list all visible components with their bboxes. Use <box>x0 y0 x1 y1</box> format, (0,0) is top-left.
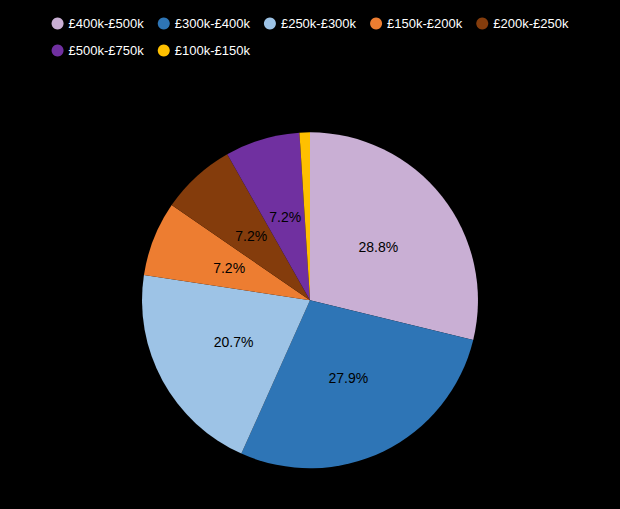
svg-text:7.2%: 7.2% <box>213 260 245 276</box>
svg-text:20.7%: 20.7% <box>214 334 254 350</box>
svg-text:27.9%: 27.9% <box>328 370 368 386</box>
svg-text:7.2%: 7.2% <box>269 209 301 225</box>
svg-text:£100k-£150k: £100k-£150k <box>175 43 251 58</box>
svg-text:£150k-£200k: £150k-£200k <box>387 16 463 31</box>
svg-text:£400k-£500k: £400k-£500k <box>69 16 145 31</box>
svg-text:£250k-£300k: £250k-£300k <box>281 16 357 31</box>
svg-text:£500k-£750k: £500k-£750k <box>69 43 145 58</box>
svg-text:£200k-£250k: £200k-£250k <box>493 16 569 31</box>
svg-text:28.8%: 28.8% <box>359 239 399 255</box>
svg-text:£300k-£400k: £300k-£400k <box>175 16 251 31</box>
svg-text:7.2%: 7.2% <box>235 228 267 244</box>
